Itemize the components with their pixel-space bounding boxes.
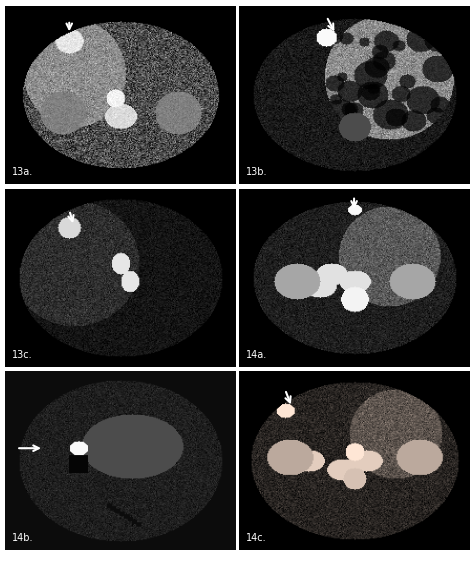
Text: 13a.: 13a. — [12, 167, 33, 177]
Text: 13c.: 13c. — [12, 350, 32, 360]
Text: 14a.: 14a. — [246, 350, 267, 360]
Text: 14c.: 14c. — [246, 533, 266, 543]
Text: 13b.: 13b. — [246, 167, 267, 177]
Text: 14b.: 14b. — [12, 533, 33, 543]
